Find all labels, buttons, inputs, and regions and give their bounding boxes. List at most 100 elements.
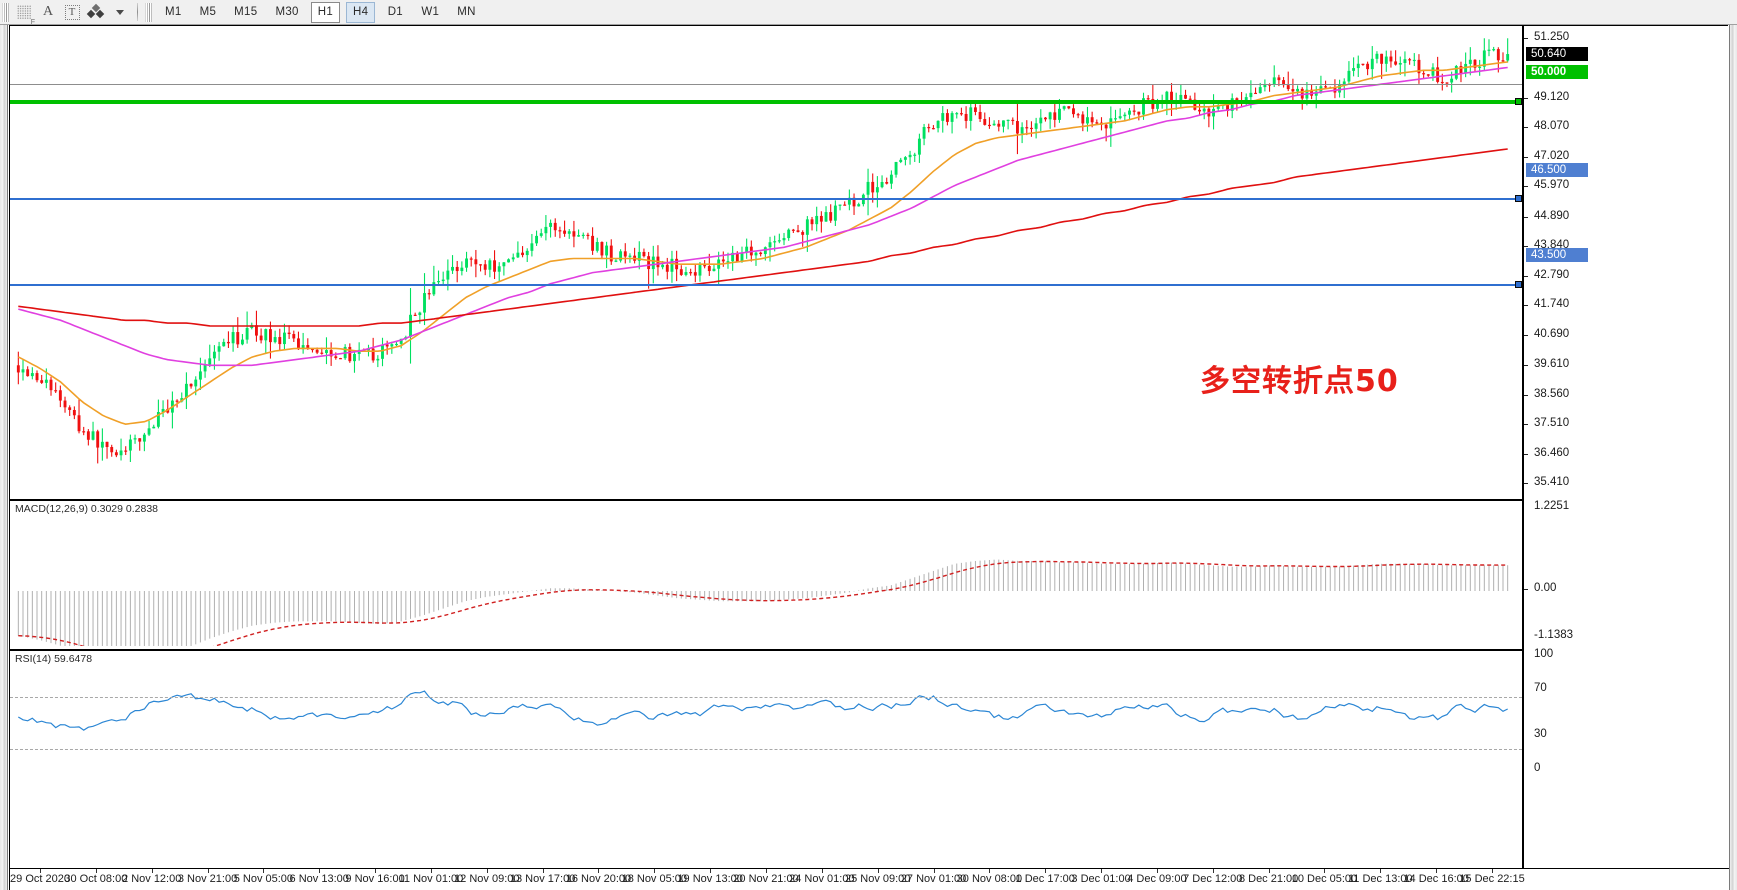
objects-diamonds-icon[interactable]	[84, 1, 108, 23]
time-axis-tick	[1268, 869, 1270, 873]
price-axis-label-35-410: 35.410	[1534, 476, 1570, 488]
time-axis-label-25: 14 Dec 16:00	[1403, 873, 1469, 885]
price-pane[interactable]: 多空转折点50	[10, 26, 1522, 497]
timeframe-button-w1[interactable]: W1	[421, 6, 440, 18]
timeframe-group: M1 M5 M15 M30 H1 H4 D1 W1 MN	[159, 1, 482, 23]
time-axis-tick	[40, 869, 41, 873]
price-axis-badge-43-500[interactable]: 43.500	[1526, 247, 1588, 262]
time-axis-tick	[654, 869, 656, 873]
time-axis-label-16: 27 Nov 01:00	[900, 873, 967, 885]
time-axis-tick	[95, 869, 97, 873]
time-axis-tick	[542, 869, 544, 873]
text-label-A-icon[interactable]: A	[42, 4, 54, 19]
price-axis-badge-50-640[interactable]: 50.640	[1526, 47, 1588, 62]
time-axis-tick	[821, 869, 823, 873]
current-price-line	[10, 84, 1522, 85]
time-axis-tick	[1324, 869, 1326, 873]
time-axis-label-5: 6 Nov 13:00	[289, 873, 349, 885]
timeframe-button-m1[interactable]: M1	[165, 6, 182, 18]
price-axis-tick	[1524, 334, 1528, 336]
level-line-43-5[interactable]	[10, 284, 1522, 286]
level-handle-46-5[interactable]	[1515, 195, 1522, 202]
price-axis-label-45-970: 45.970	[1534, 179, 1570, 192]
price-axis[interactable]: 51.250 50.640 50.000 49.120 48.070 47.020 46.5…	[1522, 26, 1729, 868]
price-axis-tick	[1524, 483, 1528, 484]
time-axis-label-19: 3 Dec 01:00	[1071, 873, 1131, 885]
macd-svg	[17, 559, 1509, 646]
price-axis-label-42-790: 42.790	[1534, 268, 1570, 281]
crosshair-grid-icon[interactable]	[12, 1, 36, 26]
time-axis-label-21: 7 Dec 12:00	[1183, 873, 1243, 885]
price-axis-badge-50-000[interactable]: 50.000	[1526, 65, 1588, 80]
rsi-axis-label-0: 0	[1534, 762, 1541, 774]
price-axis-label-38-560: 38.560	[1534, 387, 1570, 400]
timeframe-button-d1[interactable]: D1	[387, 6, 403, 18]
timeframe-drag-grip[interactable]	[145, 2, 152, 22]
price-axis-tick	[1524, 38, 1528, 39]
time-axis-label-6: 9 Nov 16:00	[345, 873, 405, 885]
chart-area: UKOil-,H4 50.640 50.640 50.640 50.640 多空…	[0, 25, 1737, 890]
level-handle-50[interactable]	[1515, 98, 1522, 105]
time-axis-label-15: 25 Nov 09:00	[844, 873, 911, 885]
time-axis-tick	[1045, 869, 1047, 873]
time-axis-label-10: 16 Nov 20:00	[565, 873, 632, 885]
timeframe-button-m15[interactable]: M15	[234, 6, 258, 18]
time-axis-label-8: 12 Nov 09:00	[454, 873, 520, 885]
timeframe-button-h1[interactable]: H1	[310, 1, 341, 23]
level-line-46-5[interactable]	[10, 198, 1522, 200]
price-axis-badge-46-500[interactable]: 46.500	[1526, 163, 1588, 178]
timeframe-button-mn[interactable]: MN	[457, 6, 476, 18]
timeframe-button-m5[interactable]: M5	[199, 6, 217, 18]
price-axis-label-40-690: 40.690	[1534, 327, 1570, 340]
time-axis-tick	[486, 869, 488, 873]
time-axis-label-23: 10 Dec 05:00	[1291, 873, 1358, 885]
price-axis-tick	[1524, 186, 1528, 188]
time-axis-tick	[430, 869, 432, 873]
right-scroll-rail[interactable]	[1729, 25, 1737, 890]
rsi-overbought-guide	[10, 697, 1522, 698]
level-handle-43-5[interactable]	[1515, 281, 1522, 288]
time-axis-label-13: 20 Nov 21:00	[733, 873, 799, 885]
timeframe-button-m30[interactable]: M30	[275, 6, 299, 18]
price-candles-svg	[16, 38, 1510, 464]
price-axis-tick	[1524, 156, 1528, 158]
rsi-axis-label-100: 100	[1534, 648, 1554, 660]
time-axis-label-24: 11 Dec 13:00	[1347, 873, 1413, 885]
toolbar-drag-grip[interactable]	[2, 2, 9, 22]
time-axis-label-14: 24 Nov 01:00	[789, 873, 855, 885]
macd-axis-label-2: -1.1383	[1534, 629, 1574, 641]
time-axis-tick	[151, 869, 153, 873]
time-axis-label-22: 8 Dec 21:00	[1238, 873, 1299, 885]
macd-axis-label-0: 1.2251	[1534, 500, 1570, 512]
plot-area[interactable]: UKOil-,H4 50.640 50.640 50.640 50.640 多空…	[9, 25, 1729, 890]
time-axis-tick	[933, 869, 935, 873]
rsi-title: RSI(14) 59.6478	[15, 653, 93, 665]
text-box-T-icon[interactable]: T	[60, 1, 84, 23]
price-axis-tick	[1524, 453, 1528, 455]
macd-pane[interactable]: MACD(12,26,9) 0.3029 0.2838	[10, 499, 1522, 646]
timeframe-button-h4[interactable]: H4	[346, 1, 376, 23]
price-axis-tick	[1524, 127, 1528, 129]
rsi-svg	[17, 690, 1508, 731]
price-axis-tick	[1524, 424, 1528, 425]
time-axis-tick	[1212, 869, 1214, 873]
time-axis-tick	[263, 869, 265, 873]
time-axis-label-18: 1 Dec 17:00	[1015, 873, 1075, 885]
price-axis-tick	[1524, 216, 1528, 218]
time-axis-tick	[989, 869, 991, 873]
price-axis-tick	[1524, 246, 1528, 248]
level-line-50[interactable]	[10, 100, 1522, 104]
rsi-pane[interactable]: RSI(14) 59.6478	[10, 649, 1522, 781]
chart-annotation-text: 多空转折点50	[1200, 364, 1399, 399]
toolbar-separator	[137, 3, 138, 21]
price-axis-label-36-460: 36.460	[1534, 446, 1570, 459]
price-axis-tick	[1524, 97, 1528, 99]
price-axis-label-48-070: 48.070	[1534, 120, 1570, 133]
time-axis-tick	[1380, 869, 1382, 873]
dropdown-caret-icon[interactable]	[108, 1, 132, 23]
time-axis-tick	[375, 869, 377, 873]
time-axis-label-3: 3 Nov 21:00	[177, 873, 238, 885]
time-axis[interactable]: 29 Oct 2020 30 Oct 08:00 2 Nov 12:00 3 Nov …	[10, 868, 1729, 890]
left-scroll-rail[interactable]	[0, 25, 8, 890]
